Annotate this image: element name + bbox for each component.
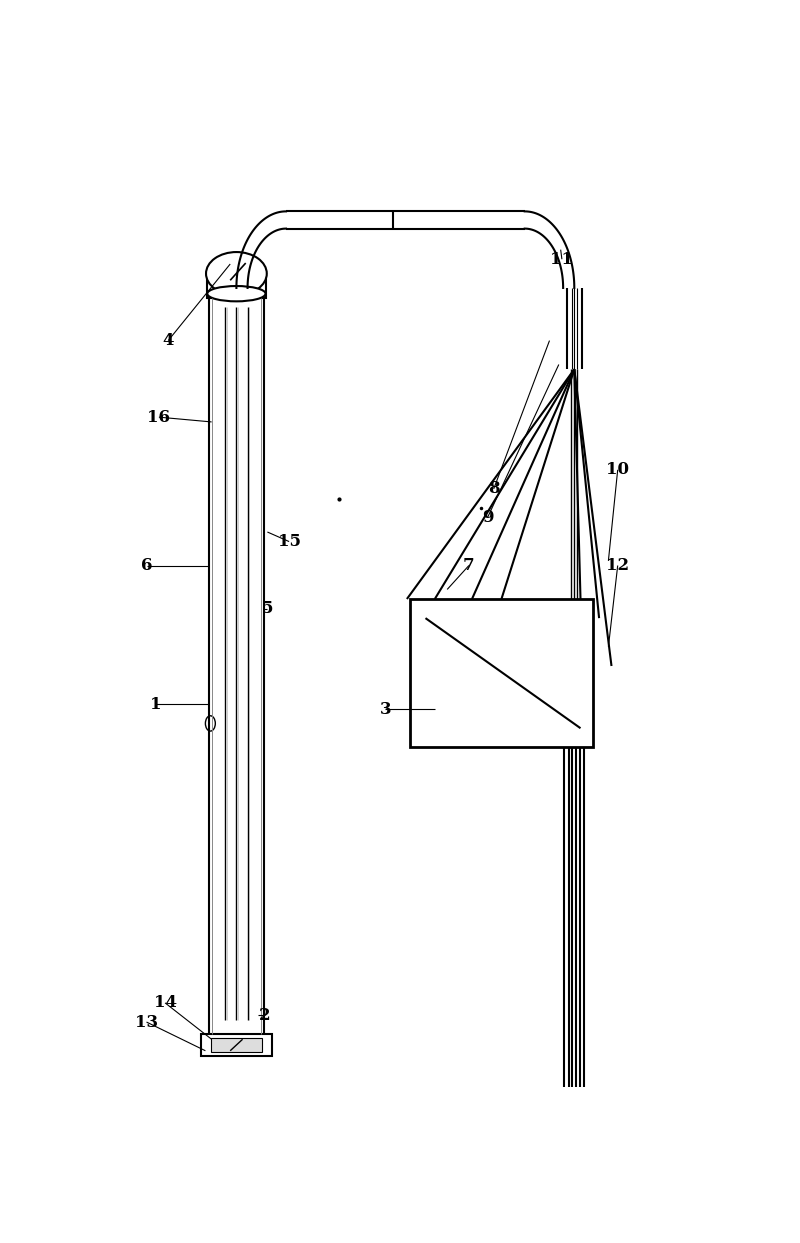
Text: 1: 1 [150,696,162,712]
Text: 11: 11 [550,251,574,267]
Ellipse shape [207,286,266,301]
Text: 6: 6 [141,557,152,574]
Text: 3: 3 [379,701,391,717]
Text: 8: 8 [488,481,499,497]
Bar [410,599,593,747]
Text: 4: 4 [162,332,174,349]
Circle shape [206,716,215,731]
Text: 2: 2 [258,1007,270,1024]
Text: 15: 15 [278,533,301,551]
Bar [201,1034,272,1055]
Text: 14: 14 [154,994,177,1012]
Bar [211,1038,262,1052]
Text: 9: 9 [482,510,494,526]
Text: 10: 10 [606,461,629,479]
Bar [207,273,266,297]
Text: 13: 13 [135,1013,158,1030]
Text: 7: 7 [463,557,474,574]
Text: 16: 16 [147,409,170,425]
Text: 12: 12 [606,557,630,574]
Ellipse shape [206,252,266,295]
Text: 5: 5 [262,600,273,617]
